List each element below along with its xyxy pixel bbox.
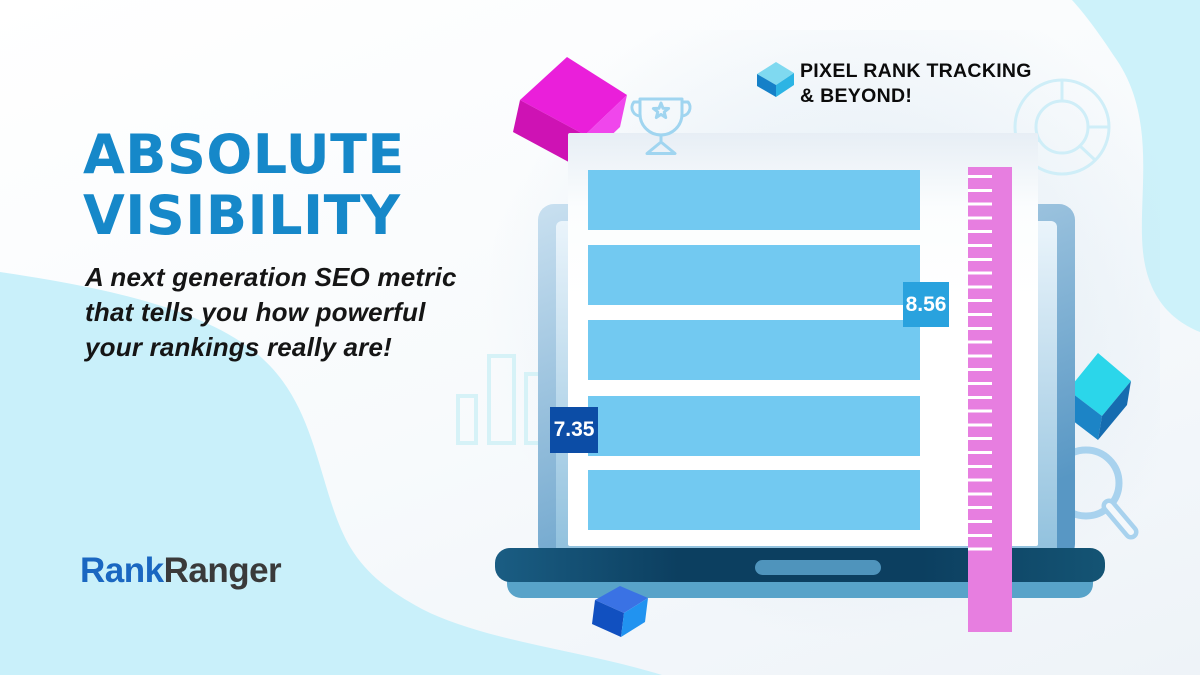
subtitle: A next generation SEO metric that tells … xyxy=(85,260,457,365)
subtitle-line2: that tells you how powerful xyxy=(85,297,426,327)
title-line2: VISIBILITY xyxy=(83,184,401,247)
kicker-line2: & BEYOND! xyxy=(800,85,913,107)
kicker-line1: PIXEL RANK TRACKING xyxy=(800,60,1032,82)
logo-part-rank: Rank xyxy=(80,551,164,590)
rank-value-badge-low: 7.35 xyxy=(550,407,598,453)
bottom-left-blob xyxy=(0,272,662,675)
ruler xyxy=(968,167,1012,632)
rankranger-logo: RankRanger xyxy=(80,551,282,591)
blue-cube-icon xyxy=(592,586,648,637)
result-bars xyxy=(588,170,920,530)
result-bar xyxy=(588,470,920,530)
title-line1: ABSOLUTE xyxy=(83,123,405,186)
subtitle-line3: your rankings really are! xyxy=(85,332,393,362)
kicker-text: PIXEL RANK TRACKING & BEYOND! xyxy=(800,59,1032,109)
result-bar xyxy=(588,396,920,456)
result-bar xyxy=(588,170,920,230)
rank-value-badge-high: 8.56 xyxy=(903,282,949,327)
bar-chart-icon xyxy=(456,354,550,445)
kicker-cube-icon xyxy=(757,62,794,97)
result-bar xyxy=(588,320,920,380)
subtitle-line1: A next generation SEO metric xyxy=(85,262,457,292)
result-bar xyxy=(588,245,920,305)
laptop-base xyxy=(495,548,1105,598)
top-right-blob xyxy=(1072,0,1200,332)
logo-part-ranger: Ranger xyxy=(163,551,282,590)
page-title: ABSOLUTE VISIBILITY xyxy=(83,124,405,246)
ruler-ticks xyxy=(968,175,992,553)
trophy-icon xyxy=(630,97,692,155)
